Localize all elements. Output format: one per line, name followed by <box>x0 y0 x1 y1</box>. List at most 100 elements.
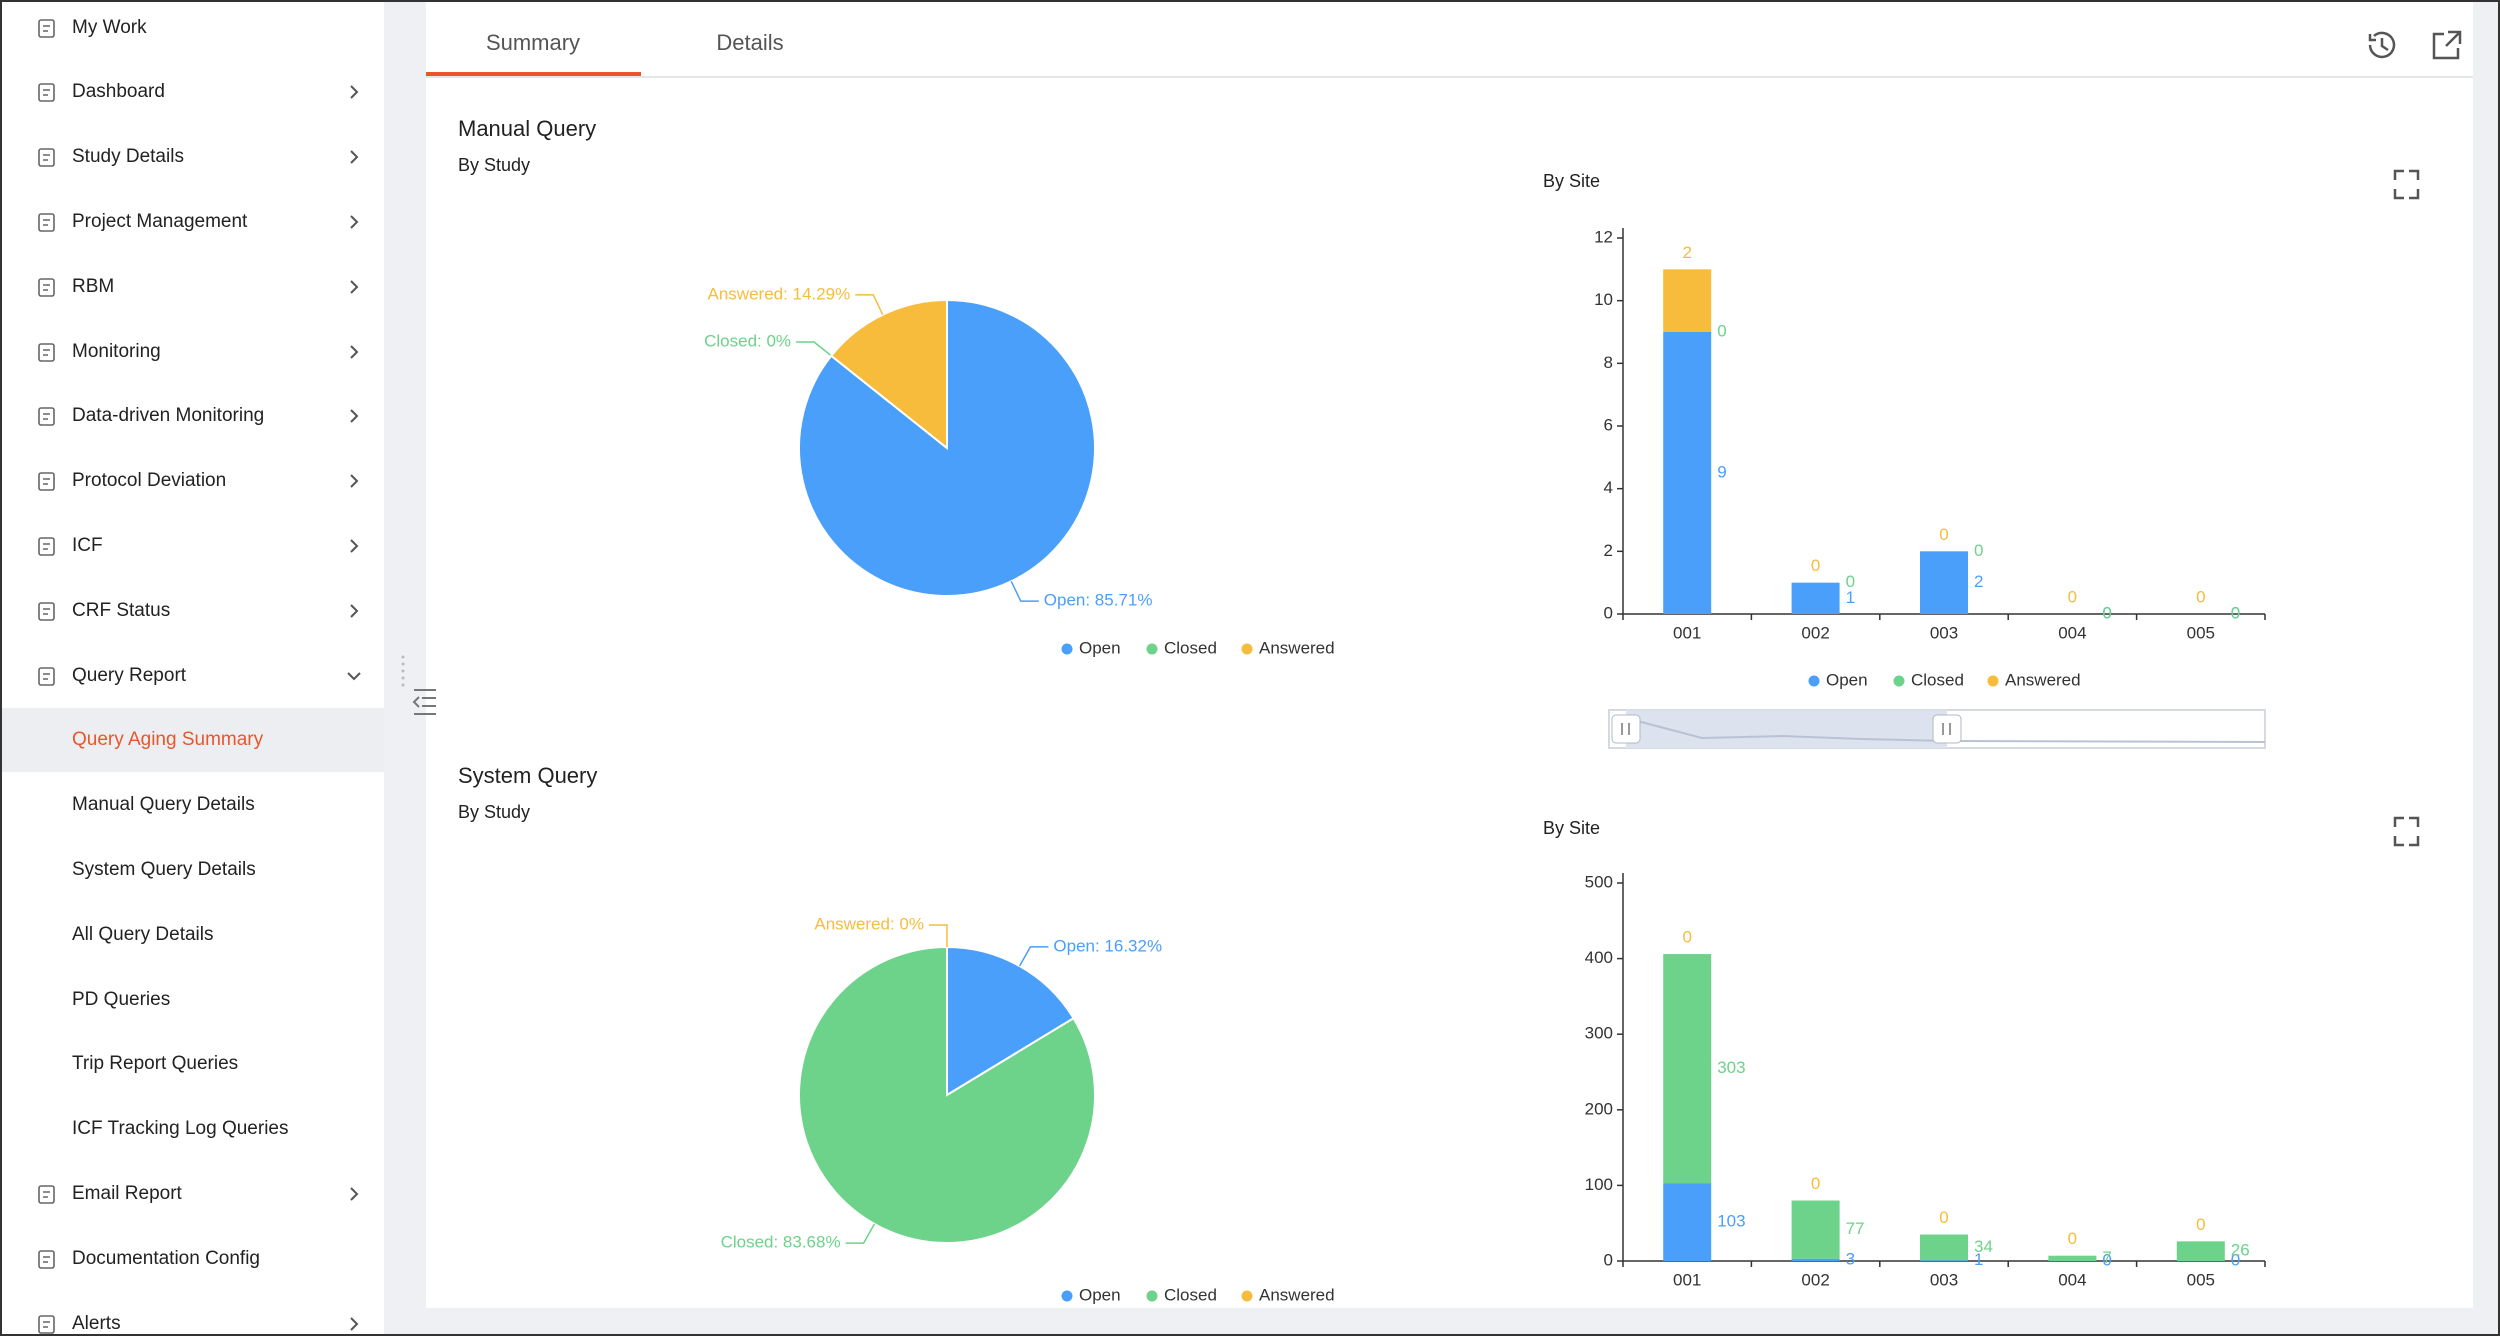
nav-item[interactable]: My Work <box>2 2 384 60</box>
value-label: 0 <box>2102 603 2111 622</box>
nav-item[interactable]: Manual Query Details <box>2 773 384 837</box>
nav-label: All Query Details <box>72 923 214 945</box>
nav-icon <box>38 18 55 38</box>
label-leader <box>796 341 832 357</box>
value-label: 2 <box>1682 243 1691 262</box>
legend-label: Closed <box>1164 638 1217 657</box>
nav-label: CRF Status <box>72 599 171 621</box>
x-tick-label: 001 <box>1673 1270 1701 1289</box>
tab[interactable]: Summary <box>486 30 580 55</box>
fullscreen-icon[interactable] <box>2393 816 2420 847</box>
label-leader <box>855 294 884 315</box>
tab[interactable]: Details <box>716 30 783 55</box>
value-label: 0 <box>2231 603 2240 622</box>
drag-handle[interactable] <box>401 655 405 687</box>
nav-item[interactable]: PD Queries <box>2 968 384 1032</box>
nav-label: Study Details <box>72 146 184 168</box>
nav-item[interactable]: Project Management <box>2 190 384 254</box>
nav-icon <box>38 601 359 621</box>
y-tick-label: 2 <box>1604 541 1613 560</box>
open-external-icon[interactable] <box>2432 30 2462 60</box>
nav-item[interactable]: Trip Report Queries <box>2 1032 384 1096</box>
nav-item[interactable]: Query Report <box>2 644 384 708</box>
tab-indicator <box>426 72 641 76</box>
nav-icon <box>38 1185 359 1204</box>
nav-icon <box>38 148 359 167</box>
x-tick-label: 005 <box>2187 1270 2215 1289</box>
value-label: 0 <box>2068 587 2077 606</box>
nav-item[interactable]: Email Report <box>2 1162 384 1226</box>
legend-label: Answered <box>1259 1285 1335 1304</box>
nav-item[interactable]: System Query Details <box>2 838 384 902</box>
value-label: 0 <box>2196 1215 2205 1234</box>
nav-item[interactable]: CRF Status <box>2 579 384 643</box>
y-tick-label: 0 <box>1604 603 1613 622</box>
pie-label: Closed: 0% <box>704 332 791 351</box>
nav-label: RBM <box>72 275 115 297</box>
x-tick-label: 005 <box>2187 623 2215 642</box>
sidebar: My Work Dashboard Study Details Project Man… <box>2 2 384 1335</box>
legend-label: Closed <box>1911 670 1964 689</box>
bar-segment <box>1920 1260 1968 1261</box>
pie-label: Open: 85.71% <box>1044 591 1153 610</box>
nav-item[interactable]: Dashboard <box>2 60 384 124</box>
collapse-sidebar-icon[interactable] <box>412 689 436 715</box>
pie-label: Open: 16.32% <box>1053 936 1162 955</box>
zoom-slider[interactable] <box>1608 709 2266 749</box>
nav-item[interactable]: ICF <box>2 514 384 578</box>
nav-item[interactable]: RBM <box>2 255 384 319</box>
nav-label: Trip Report Queries <box>72 1053 239 1075</box>
nav-item[interactable]: Query Aging Summary <box>2 708 384 773</box>
nav-item[interactable]: ICF Tracking Log Queries <box>2 1097 384 1161</box>
value-label: 0 <box>2231 1250 2240 1269</box>
nav-label: Query Aging Summary <box>72 729 264 751</box>
value-label: 3 <box>1846 1249 1855 1268</box>
legend-swatch <box>1808 675 1820 687</box>
pie-slice <box>946 945 1075 1097</box>
bar-segment <box>1663 332 1712 614</box>
legend-swatch <box>1061 643 1073 655</box>
nav-label: Alerts <box>72 1312 121 1334</box>
nav-item[interactable]: All Query Details <box>2 903 384 967</box>
y-tick-label: 400 <box>1585 948 1613 967</box>
nav-label: Project Management <box>72 210 248 232</box>
value-label: 1 <box>1974 1250 1983 1269</box>
legend-swatch <box>1061 1290 1073 1302</box>
bar-segment <box>1791 1258 1840 1261</box>
nav-item[interactable]: Alerts <box>2 1292 384 1335</box>
y-tick-label: 12 <box>1594 227 1613 246</box>
nav-item[interactable]: Monitoring <box>2 320 384 384</box>
history-icon[interactable] <box>2368 31 2396 59</box>
chart-title: By Site <box>1543 818 1600 838</box>
nav-item[interactable]: Data-driven Monitoring <box>2 384 384 448</box>
legend-swatch <box>1987 675 1999 687</box>
section-title: Manual Query <box>458 116 596 141</box>
value-label: 0 <box>1682 928 1691 947</box>
nav-item[interactable]: Documentation Config <box>2 1227 384 1291</box>
fullscreen-icon[interactable] <box>2393 169 2420 200</box>
nav-icon <box>38 277 359 297</box>
value-label: 0 <box>1974 541 1983 560</box>
value-label: 303 <box>1717 1058 1745 1077</box>
nav-icon <box>38 83 359 103</box>
legend-label: Closed <box>1164 1285 1217 1304</box>
value-label: 77 <box>1846 1219 1865 1238</box>
y-tick-label: 10 <box>1594 290 1613 309</box>
chart-title: By Study <box>458 155 530 175</box>
y-tick-label: 4 <box>1604 478 1613 497</box>
value-label: 0 <box>1939 1208 1948 1227</box>
label-leader <box>845 1223 876 1244</box>
nav-item[interactable]: Protocol Deviation <box>2 449 384 513</box>
nav-label: Monitoring <box>72 340 161 362</box>
x-tick-label: 001 <box>1673 623 1701 642</box>
legend-swatch <box>1241 643 1253 655</box>
nav-item[interactable]: Study Details <box>2 125 384 189</box>
nav-icon <box>38 537 359 556</box>
chart-title: By Site <box>1543 171 1600 191</box>
value-label: 0 <box>2102 1250 2111 1269</box>
y-tick-label: 6 <box>1604 415 1613 434</box>
pie-label: Answered: 0% <box>814 914 924 933</box>
legend-label: Answered <box>1259 638 1335 657</box>
x-tick-label: 004 <box>2058 623 2086 642</box>
